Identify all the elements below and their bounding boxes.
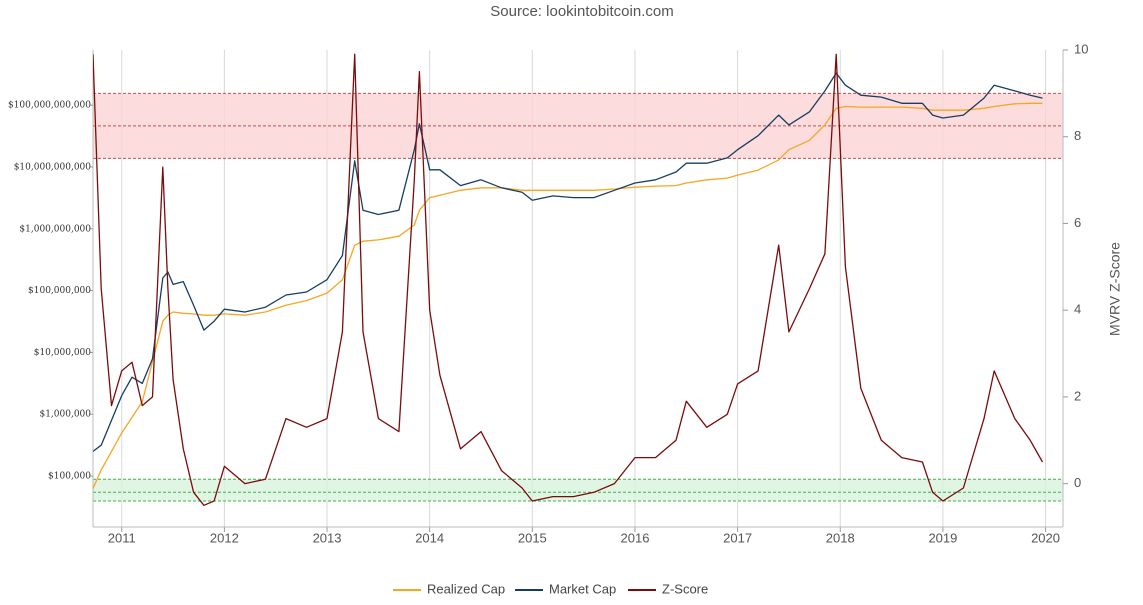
x-tick-label: 2012 [210, 530, 239, 545]
y2-tick-label: 8 [1074, 128, 1081, 143]
legend-item[interactable]: Z-Score [628, 581, 708, 596]
legend-label: Z-Score [662, 581, 708, 596]
y2-tick-label: 0 [1074, 475, 1081, 490]
y2-tick-label: 10 [1074, 41, 1088, 56]
legend-item[interactable]: Market Cap [515, 581, 616, 596]
x-tick-label: 2020 [1031, 530, 1060, 545]
legend-item[interactable]: Realized Cap [393, 581, 505, 596]
series-line [93, 53, 1044, 506]
legend-label: Realized Cap [427, 581, 505, 596]
x-tick-label: 2011 [108, 530, 136, 545]
x-tick-label: 2019 [928, 530, 957, 545]
y2-tick-label: 6 [1074, 215, 1081, 230]
x-tick-label: 2018 [826, 530, 855, 545]
y-tick-label: $1,000,000 [39, 410, 91, 420]
zone-band [93, 479, 1063, 501]
y-tick-label: $10,000,000,000 [14, 162, 92, 172]
legend-label: Market Cap [549, 581, 616, 596]
y-tick-label: $100,000,000,000 [8, 101, 91, 111]
y2-tick-label: 4 [1074, 302, 1081, 317]
series-line [93, 102, 1043, 489]
y-tick-label: $100,000 [48, 472, 91, 482]
x-tick-label: 2016 [621, 530, 650, 545]
y2-tick-label: 2 [1074, 388, 1081, 403]
x-tick-label: 2017 [723, 530, 752, 545]
y2-axis-label: MVRV Z-Score [1107, 242, 1123, 336]
chart-title: Source: lookintobitcoin.com [490, 3, 673, 20]
x-tick-label: 2014 [415, 530, 444, 545]
y-tick-label: $10,000,000 [34, 348, 92, 358]
x-tick-label: 2013 [313, 530, 342, 545]
series-line [93, 72, 1043, 452]
y-tick-label: $1,000,000,000 [19, 224, 91, 234]
y-tick-label: $100,000,000 [28, 286, 91, 296]
x-tick-label: 2015 [518, 530, 547, 545]
